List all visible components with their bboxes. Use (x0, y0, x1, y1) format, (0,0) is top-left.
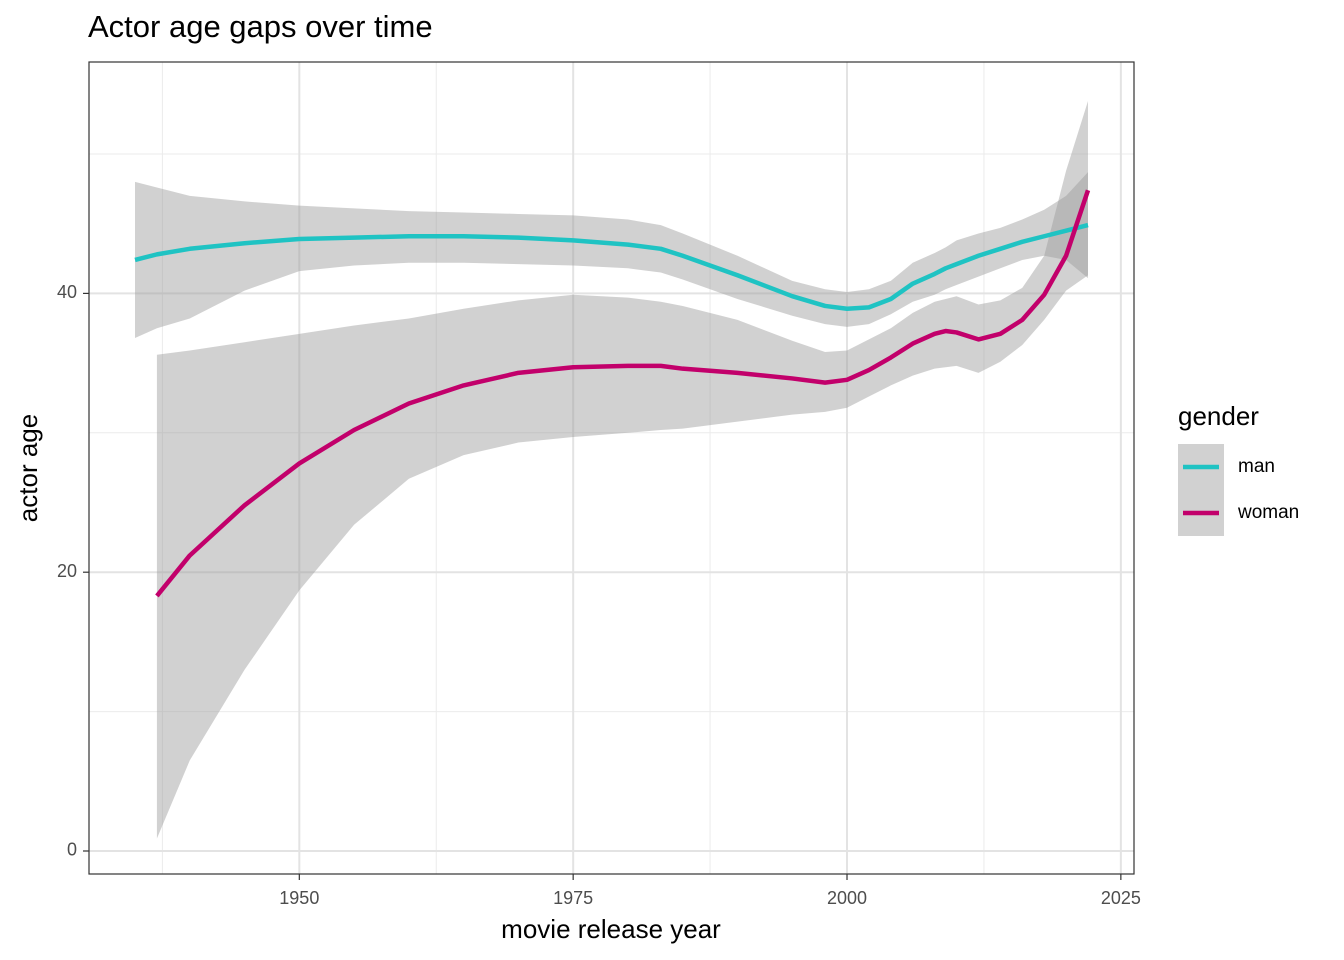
y-tick-label: 0 (67, 840, 77, 860)
x-axis-title: movie release year (501, 914, 721, 944)
legend-label: woman (1237, 502, 1299, 523)
confidence-band (156, 101, 1088, 839)
line (155, 189, 1091, 598)
line (134, 222, 1089, 311)
y-axis-title: actor age (13, 414, 43, 522)
chart-title: Actor age gaps over time (88, 9, 433, 44)
x-tick-label: 2000 (827, 888, 867, 908)
x-tick-label: 2025 (1101, 888, 1141, 908)
legend-label: man (1238, 456, 1275, 477)
y-tick-label: 40 (57, 282, 77, 302)
y-tick-label: 20 (57, 561, 77, 581)
confidence-band (135, 172, 1088, 339)
legend-title: gender (1178, 401, 1259, 431)
panel-border (88, 61, 1135, 875)
x-tick-label: 1950 (279, 888, 319, 908)
x-tick-label: 1975 (553, 888, 593, 908)
